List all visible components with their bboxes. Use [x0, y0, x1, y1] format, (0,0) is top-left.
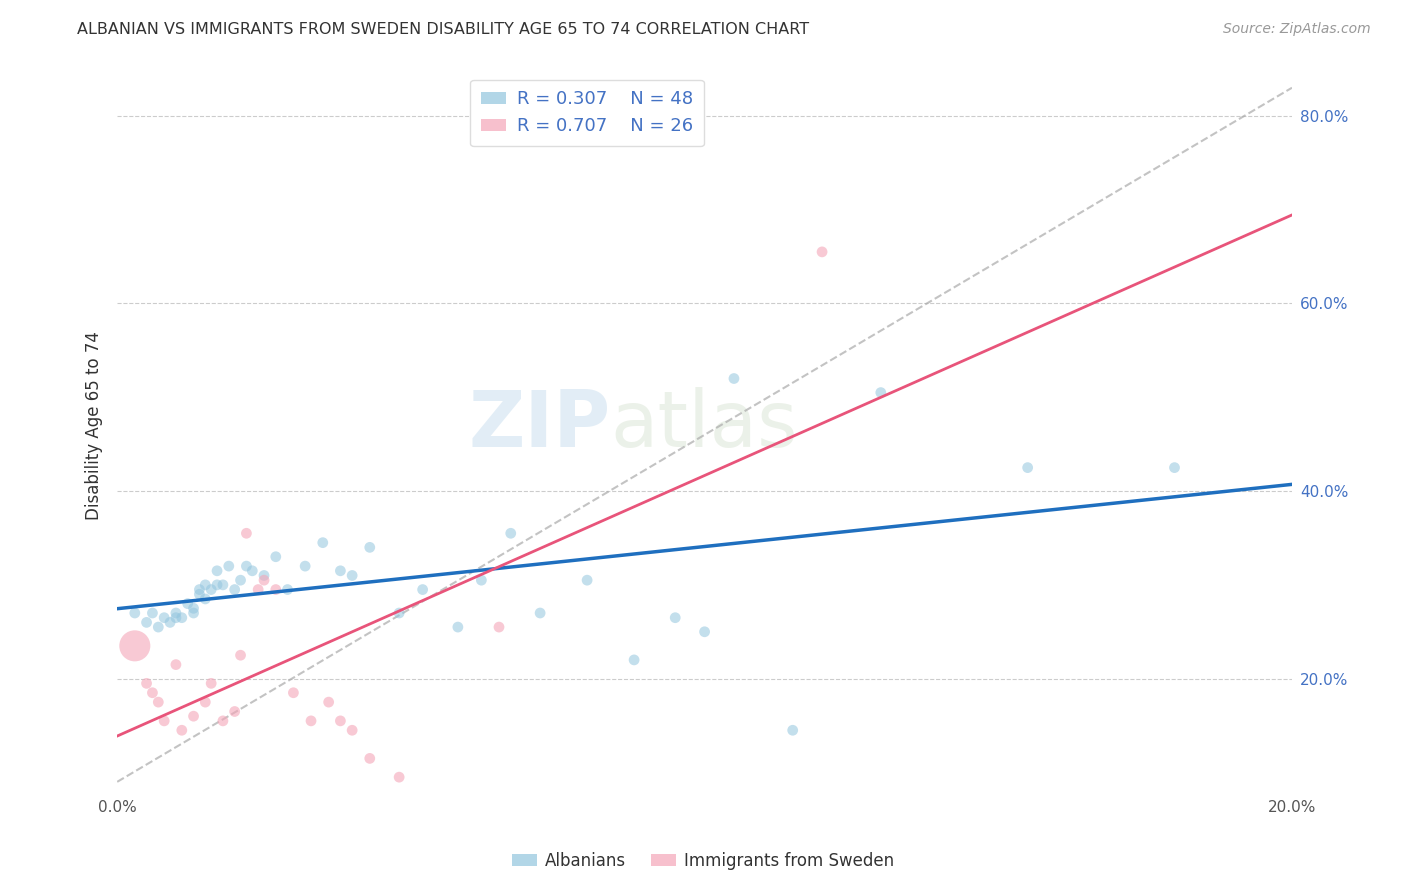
Point — [299, 714, 322, 728]
Point — [470, 573, 492, 587]
Point — [183, 606, 205, 620]
Legend: Albanians, Immigrants from Sweden: Albanians, Immigrants from Sweden — [505, 846, 901, 877]
Point — [723, 371, 745, 385]
Point — [153, 714, 176, 728]
Point — [194, 578, 217, 592]
Point — [359, 751, 381, 765]
Point — [135, 676, 157, 690]
Point — [235, 559, 257, 574]
Text: ZIP: ZIP — [468, 387, 610, 464]
Point — [148, 695, 170, 709]
Point — [529, 606, 551, 620]
Point — [205, 578, 228, 592]
Point — [218, 559, 240, 574]
Point — [229, 573, 252, 587]
Point — [224, 582, 246, 597]
Point — [576, 573, 599, 587]
Point — [488, 620, 510, 634]
Point — [869, 385, 891, 400]
Point — [141, 686, 163, 700]
Point — [229, 648, 252, 663]
Point — [312, 535, 335, 549]
Text: atlas: atlas — [610, 387, 799, 464]
Point — [224, 705, 246, 719]
Point — [782, 723, 804, 738]
Point — [318, 695, 340, 709]
Point — [165, 610, 187, 624]
Point — [170, 610, 193, 624]
Point — [205, 564, 228, 578]
Point — [447, 620, 470, 634]
Point — [253, 568, 276, 582]
Point — [124, 639, 146, 653]
Point — [135, 615, 157, 630]
Point — [183, 601, 205, 615]
Point — [200, 582, 222, 597]
Point — [1017, 460, 1039, 475]
Point — [294, 559, 316, 574]
Point — [200, 676, 222, 690]
Point — [170, 723, 193, 738]
Point — [388, 606, 411, 620]
Point — [359, 541, 381, 555]
Point — [499, 526, 522, 541]
Point — [693, 624, 716, 639]
Point — [340, 568, 363, 582]
Point — [194, 591, 217, 606]
Point — [283, 686, 305, 700]
Point — [176, 597, 198, 611]
Point — [194, 695, 217, 709]
Point — [1163, 460, 1185, 475]
Point — [623, 653, 645, 667]
Point — [165, 657, 187, 672]
Point — [277, 582, 299, 597]
Point — [212, 714, 235, 728]
Point — [412, 582, 434, 597]
Y-axis label: Disability Age 65 to 74: Disability Age 65 to 74 — [86, 331, 103, 520]
Point — [240, 564, 263, 578]
Point — [388, 770, 411, 784]
Text: Source: ZipAtlas.com: Source: ZipAtlas.com — [1223, 22, 1371, 37]
Point — [329, 714, 352, 728]
Point — [247, 582, 270, 597]
Point — [264, 549, 287, 564]
Legend: R = 0.307    N = 48, R = 0.707    N = 26: R = 0.307 N = 48, R = 0.707 N = 26 — [470, 79, 704, 146]
Point — [340, 723, 363, 738]
Point — [141, 606, 163, 620]
Point — [664, 610, 686, 624]
Point — [188, 582, 211, 597]
Point — [188, 587, 211, 601]
Point — [183, 709, 205, 723]
Point — [329, 564, 352, 578]
Text: ALBANIAN VS IMMIGRANTS FROM SWEDEN DISABILITY AGE 65 TO 74 CORRELATION CHART: ALBANIAN VS IMMIGRANTS FROM SWEDEN DISAB… — [77, 22, 810, 37]
Point — [811, 244, 834, 259]
Point — [264, 582, 287, 597]
Point — [165, 606, 187, 620]
Point — [235, 526, 257, 541]
Point — [124, 606, 146, 620]
Point — [253, 573, 276, 587]
Point — [153, 610, 176, 624]
Point — [159, 615, 181, 630]
Point — [212, 578, 235, 592]
Point — [148, 620, 170, 634]
